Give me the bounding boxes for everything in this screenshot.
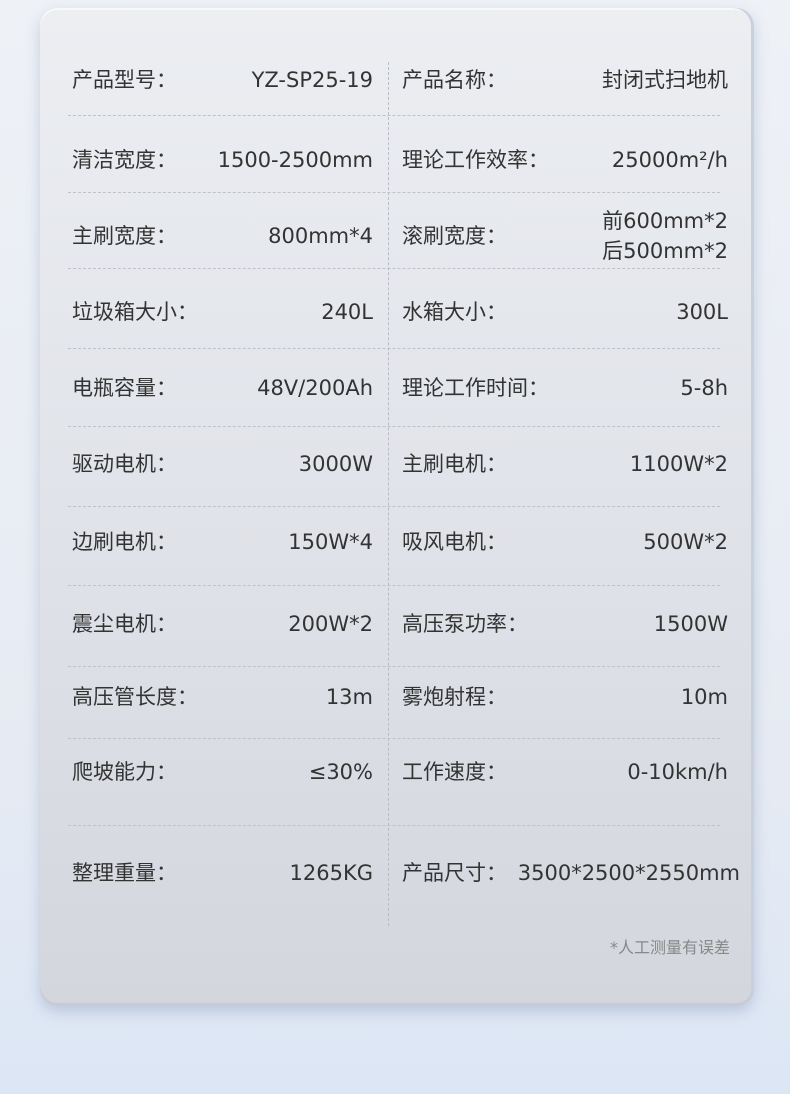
spec-label: 产品型号： [72,68,177,92]
spec-label: 理论工作效率： [402,148,549,172]
spec-label: 驱动电机： [72,452,177,476]
spec-value: 13m [325,685,373,709]
spec-row: 整理重量： 1265KG 产品尺寸： 3500*2500*2550mm [0,853,790,893]
spec-row: 电瓶容量： 48V/200Ah 理论工作时间： 5-8h [0,368,790,408]
spec-value: YZ-SP25-19 [251,68,373,92]
row-divider [68,268,720,269]
spec-card [40,8,754,1006]
spec-label: 吸风电机： [402,530,507,554]
spec-value: 1500W [653,612,728,636]
spec-label: 震尘电机： [72,612,177,636]
spec-label: 垃圾箱大小： [72,300,198,324]
spec-value: 25000m²/h [611,148,728,172]
row-divider [68,348,720,349]
spec-label: 高压管长度： [72,685,198,709]
spec-row: 爬坡能力： ≤30% 工作速度： 0-10km/h [0,752,790,792]
measurement-note: *人工测量有误差 [609,938,730,957]
spec-value-line: 后500mm*2 [602,239,728,263]
spec-row: 高压管长度： 13m 雾炮射程： 10m [0,677,790,717]
spec-value: 200W*2 [288,612,373,636]
row-divider [68,738,720,739]
spec-label: 产品名称： [402,68,507,92]
row-divider [68,192,720,193]
row-divider [68,825,720,826]
spec-label: 滚刷宽度： [402,224,507,248]
spec-label: 主刷宽度： [72,224,177,248]
spec-value-line: 前600mm*2 [602,209,728,233]
spec-value: 封闭式扫地机 [602,68,728,92]
spec-row: 清洁宽度： 1500-2500mm 理论工作效率： 25000m²/h [0,140,790,180]
row-divider [68,426,720,427]
spec-label: 清洁宽度： [72,148,177,172]
spec-value: 10m [680,685,728,709]
spec-label: 工作速度： [402,760,507,784]
spec-row: 主刷宽度： 800mm*4 滚刷宽度： 前600mm*2 后500mm*2 [0,209,790,263]
spec-value: 300L [676,300,728,324]
row-divider [68,585,720,586]
spec-label: 整理重量： [72,861,177,885]
spec-label: 高压泵功率： [402,612,528,636]
spec-label: 雾炮射程： [402,685,507,709]
row-divider [68,506,720,507]
spec-value: 150W*4 [288,530,373,554]
spec-value: 1500-2500mm [217,148,373,172]
spec-value: ≤30% [308,760,373,784]
spec-row: 垃圾箱大小： 240L 水箱大小： 300L [0,292,790,332]
spec-value: 48V/200Ah [257,376,373,400]
spec-label: 电瓶容量： [72,376,177,400]
spec-row: 震尘电机： 200W*2 高压泵功率： 1500W [0,604,790,644]
spec-label: 主刷电机： [402,452,507,476]
spec-value: 1100W*2 [629,452,728,476]
row-divider [68,115,720,116]
spec-label: 理论工作时间： [402,376,549,400]
column-divider [388,62,389,926]
spec-value: 800mm*4 [268,224,373,248]
spec-label: 爬坡能力： [72,760,177,784]
row-divider [68,666,720,667]
spec-label: 产品尺寸： [402,861,507,885]
spec-value: 3500*2500*2550mm [517,861,740,885]
spec-label: 水箱大小： [402,300,507,324]
spec-value: 前600mm*2 后500mm*2 [602,206,728,266]
spec-value: 3000W [298,452,373,476]
spec-value: 0-10km/h [627,760,728,784]
spec-value: 500W*2 [643,530,728,554]
spec-row: 驱动电机： 3000W 主刷电机： 1100W*2 [0,444,790,484]
spec-row: 边刷电机： 150W*4 吸风电机： 500W*2 [0,522,790,562]
spec-value: 5-8h [680,376,728,400]
spec-value: 1265KG [289,861,374,885]
spec-label: 边刷电机： [72,530,177,554]
spec-row: 产品型号： YZ-SP25-19 产品名称： 封闭式扫地机 [0,60,790,100]
spec-value: 240L [321,300,373,324]
